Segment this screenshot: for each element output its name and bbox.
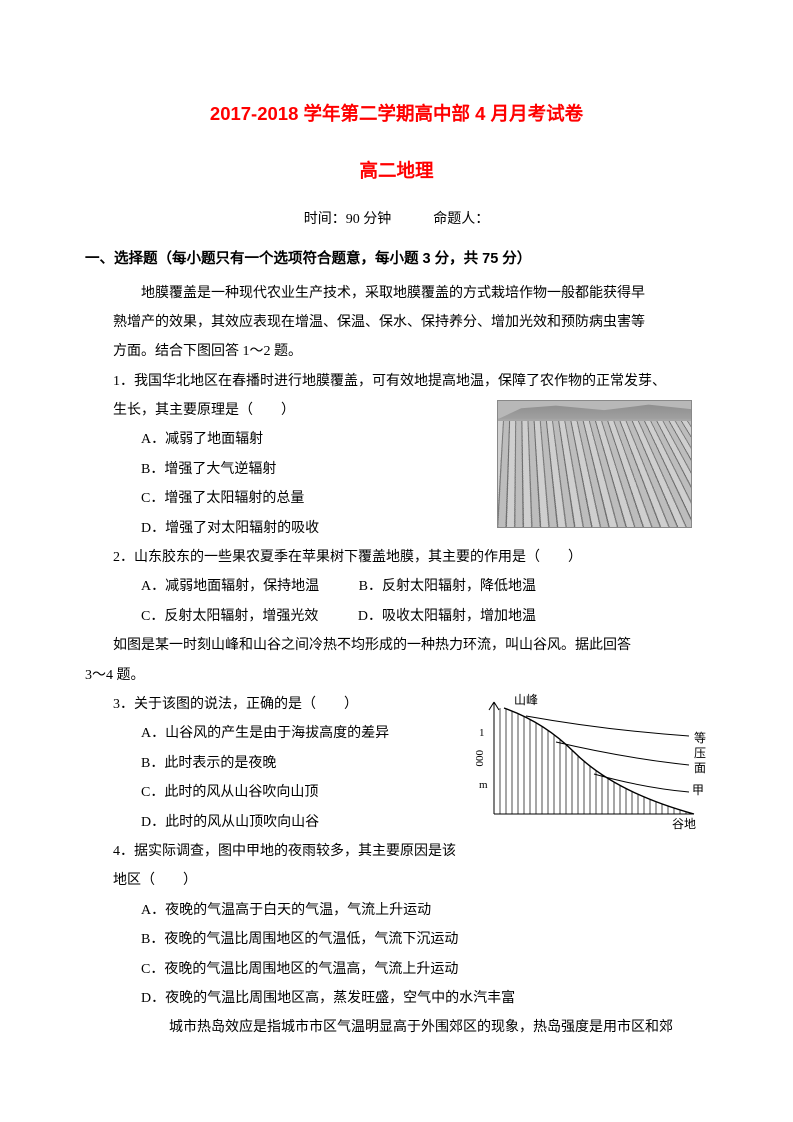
q2-option-b: B．反射太阳辐射，降低地温 [359, 572, 536, 601]
label-isobar-2: 压 [694, 746, 706, 760]
q4-stem: 4．据实际调查，图中甲地的夜雨较多，其主要原因是该地区（ ） [113, 837, 680, 896]
label-isobar-3: 面 [694, 761, 706, 775]
q4-option-b: B．夜晚的气温比周围地区的气温低，气流下沉运动 [113, 925, 680, 954]
exam-title-line2: 高二地理 [85, 152, 708, 191]
yaxis-1: 1 [479, 727, 485, 739]
q2-stem: 2．山东胶东的一些果农夏季在苹果树下覆盖地膜，其主要的作用是（ ） [113, 543, 680, 572]
exam-meta: 时间：90 分钟 命题人： [85, 205, 708, 234]
tail-line: 城市热岛效应是指城市市区气温明显高于外围郊区的现象，热岛强度是用市区和郊 [113, 1013, 680, 1042]
intro2-line1: 如图是某一时刻山峰和山谷之间冷热不均形成的一种热力环流，叫山谷风。据此回答 [85, 631, 708, 660]
intro1-line3: 方面。结合下图回答 1～2 题。 [113, 337, 680, 366]
intro1-line2: 熟增产的效果，其效应表现在增温、保温、保水、保持养分、增加光效和预防病虫害等 [113, 308, 680, 337]
mountain-valley-diagram: 山峰 等 压 面 甲 谷地 1 000 m [464, 692, 708, 834]
label-valley: 谷地 [672, 817, 696, 831]
intro2-line2: 3～4 题。 [85, 661, 708, 690]
q2-options-row1: A．减弱地面辐射，保持地温 B．反射太阳辐射，降低地温 [113, 572, 680, 601]
yaxis-000: 000 [473, 750, 485, 767]
label-peak: 山峰 [514, 693, 538, 707]
q2-option-c: C．反射太阳辐射，增强光效 [141, 609, 318, 624]
intro1-line1: 地膜覆盖是一种现代农业生产技术，采取地膜覆盖的方式栽培作物一般都能获得早 [113, 279, 680, 308]
q2-options-row2: C．反射太阳辐射，增强光效 D．吸收太阳辐射，增加地温 [113, 602, 680, 631]
q2-option-d: D．吸收太阳辐射，增加地温 [358, 602, 536, 631]
field-mulch-photo [497, 400, 692, 528]
label-isobar-1: 等 [694, 731, 706, 745]
q2-option-a: A．减弱地面辐射，保持地温 [141, 579, 319, 594]
q1-stem-a: 1．我国华北地区在春播时进行地膜覆盖，可有效地提高地温，保障了农作物的正常发芽、 [113, 367, 680, 396]
q4-option-a: A．夜晚的气温高于白天的气温，气流上升运动 [113, 896, 680, 925]
yaxis-m: m [479, 779, 488, 791]
exam-title-line1: 2017-2018 学年第二学期高中部 4 月月考试卷 [85, 95, 708, 134]
q4-option-d: D．夜晚的气温比周围地区高，蒸发旺盛，空气中的水汽丰富 [113, 984, 680, 1013]
label-jia: 甲 [692, 783, 704, 797]
section-heading: 一、选择题（每小题只有一个选项符合题意，每小题 3 分，共 75 分） [85, 244, 708, 274]
q4-option-c: C．夜晚的气温比周围地区的气温高，气流上升运动 [113, 955, 680, 984]
